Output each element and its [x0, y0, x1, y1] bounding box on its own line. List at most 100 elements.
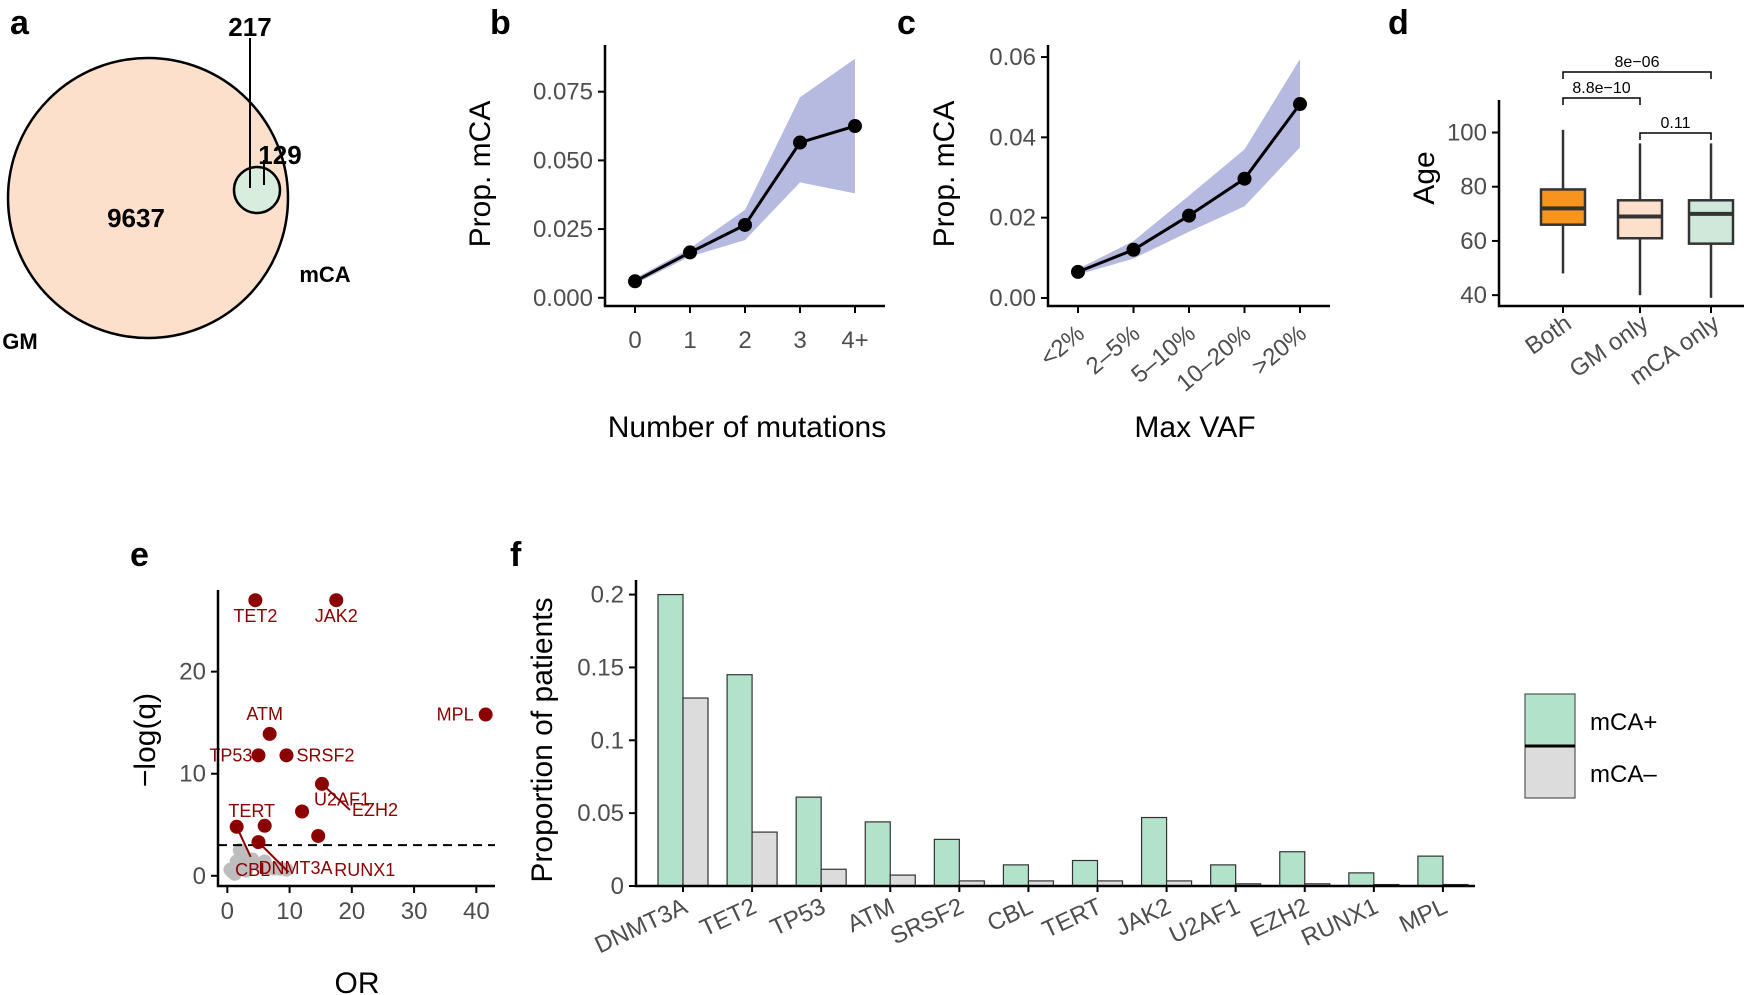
- f-bar-mcapos-U2AF1: [1210, 864, 1237, 887]
- b-point-1: [683, 245, 697, 260]
- b-xlabel: Number of mutations: [608, 411, 886, 444]
- f-xtick-label-2: TP53: [766, 893, 829, 942]
- b-point-2: [738, 217, 752, 232]
- f-bar-mcapos-EZH2: [1279, 851, 1306, 887]
- c-ytick-label-3: 0.06: [989, 44, 1036, 71]
- f-xtick-label-10: RUNX1: [1297, 893, 1382, 952]
- f-ytick-label-2: 0.1: [591, 727, 624, 754]
- e-point-DNMT3A: [251, 835, 266, 850]
- c-axes: [1046, 45, 1330, 308]
- e-xtick-label-4: 40: [463, 898, 490, 925]
- venn-mca-label: mCA: [299, 262, 350, 287]
- c-ytick-label-0: 0.00: [989, 285, 1036, 312]
- e-point-TET2: [248, 593, 263, 608]
- panel-label-d: d: [1388, 4, 1409, 42]
- f-ytick-label-4: 0.2: [591, 582, 624, 609]
- f-xtick-label-0: DNMT3A: [591, 893, 692, 959]
- e-point-MPL: [478, 707, 493, 722]
- b-xtick-label-3: 3: [793, 327, 806, 354]
- c-ylabel: Prop. mCA: [928, 101, 961, 248]
- e-label-CBL: CBL: [235, 860, 270, 880]
- d-ylabel: Age: [1408, 151, 1441, 204]
- legend-label-mca-neg: mCA–: [1590, 761, 1657, 788]
- f-xtick-label-11: MPL: [1395, 893, 1451, 938]
- b-ytick-label-3: 0.075: [533, 79, 593, 106]
- f-ytick-label-0: 0: [611, 873, 624, 900]
- b-ci-ribbon: [635, 58, 855, 285]
- e-ylabel: −log(q): [129, 693, 162, 787]
- d-xtick-label-0: Both: [1521, 310, 1577, 360]
- f-xtick-label-8: U2AF1: [1165, 893, 1244, 949]
- c-xlabel: Max VAF: [1134, 411, 1255, 444]
- f-bar-mcapos-TERT: [1071, 859, 1099, 887]
- legend-swatch-mca-neg: [1524, 745, 1576, 799]
- d-ytick-label-3: 100: [1447, 120, 1487, 147]
- e-label-EZH2: EZH2: [352, 800, 398, 820]
- venn-gm-count: 9637: [107, 203, 165, 233]
- e-point-nonsig-17: [257, 854, 272, 869]
- f-xtick-label-1: TET2: [696, 893, 761, 942]
- b-ylabel: Prop. mCA: [464, 101, 497, 248]
- e-label-DNMT3A: DNMT3A: [258, 858, 332, 878]
- f-xtick-label-7: JAK2: [1112, 893, 1175, 942]
- f-bar-mcaneg-TP53: [820, 868, 847, 887]
- e-point-ATM: [262, 726, 277, 741]
- e-ytick-label-2: 20: [179, 659, 206, 686]
- f-xtick-label-5: CBL: [983, 893, 1037, 937]
- venn-circle-gm: [6, 56, 290, 340]
- e-point-JAK2: [329, 593, 344, 608]
- c-ytick-label-1: 0.02: [989, 205, 1036, 232]
- e-point-TERT: [229, 819, 244, 834]
- e-point-SRSF2: [279, 748, 294, 763]
- f-ytick-label-3: 0.15: [577, 654, 624, 681]
- b-xtick-label-4: 4+: [841, 327, 868, 354]
- c-point-1: [1126, 242, 1141, 257]
- f-bar-mcapos-TP53: [795, 796, 822, 887]
- legend-label-mca-pos: mCA+: [1590, 709, 1657, 736]
- c-xtick-label-0: <2%: [1035, 320, 1090, 372]
- e-xlabel: OR: [335, 967, 380, 995]
- b-ytick-label-2: 0.050: [533, 147, 593, 174]
- f-bar-mcapos-RUNX1: [1348, 872, 1375, 887]
- b-xtick-label-2: 2: [738, 327, 751, 354]
- b-point-4: [848, 119, 862, 134]
- e-label-MPL: MPL: [437, 705, 474, 725]
- f-bar-mcaneg-TET2: [751, 831, 778, 887]
- d-ytick-label-1: 60: [1460, 228, 1487, 255]
- e-label-TERT: TERT: [228, 801, 275, 821]
- e-label-TET2: TET2: [233, 606, 277, 626]
- e-label-RUNX1: RUNX1: [334, 860, 395, 880]
- c-point-2: [1182, 208, 1196, 223]
- legend-swatch-mca-pos: [1524, 693, 1576, 747]
- c-point-4: [1293, 97, 1307, 112]
- c-ci-ribbon: [1078, 59, 1300, 275]
- panel-label-a: a: [10, 4, 30, 42]
- e-xtick-label-1: 10: [276, 898, 303, 925]
- panel-label-f: f: [510, 536, 522, 574]
- e-axes: [216, 590, 495, 888]
- c-xtick-label-4: >20%: [1247, 320, 1312, 381]
- f-xtick-label-6: TERT: [1038, 893, 1106, 944]
- f-bar-mcapos-ATM: [864, 821, 891, 887]
- panel-label-c: c: [897, 4, 916, 42]
- panel-label-e: e: [130, 536, 149, 574]
- f-bar-mcapos-JAK2: [1140, 816, 1168, 887]
- d-bracket-label-1: 8e−06: [1615, 54, 1660, 71]
- c-point-0: [1071, 264, 1085, 279]
- e-label-SRSF2: SRSF2: [296, 745, 354, 765]
- e-ytick-label-0: 0: [193, 863, 206, 890]
- f-bar-mcaneg-DNMT3A: [682, 697, 709, 887]
- f-bar-mcapos-SRSF2: [933, 838, 960, 887]
- f-bar-mcapos-DNMT3A: [657, 593, 684, 887]
- c-point-3: [1237, 171, 1252, 186]
- d-bracket-0: [1562, 97, 1641, 105]
- d-bracket-1: [1562, 71, 1712, 79]
- d-ytick-label-0: 40: [1460, 282, 1487, 309]
- d-bracket-label-2: 0.11: [1661, 115, 1691, 132]
- b-ytick-label-1: 0.025: [533, 216, 593, 243]
- panel-label-b: b: [490, 4, 511, 42]
- e-point-nonsig-16: [245, 852, 260, 867]
